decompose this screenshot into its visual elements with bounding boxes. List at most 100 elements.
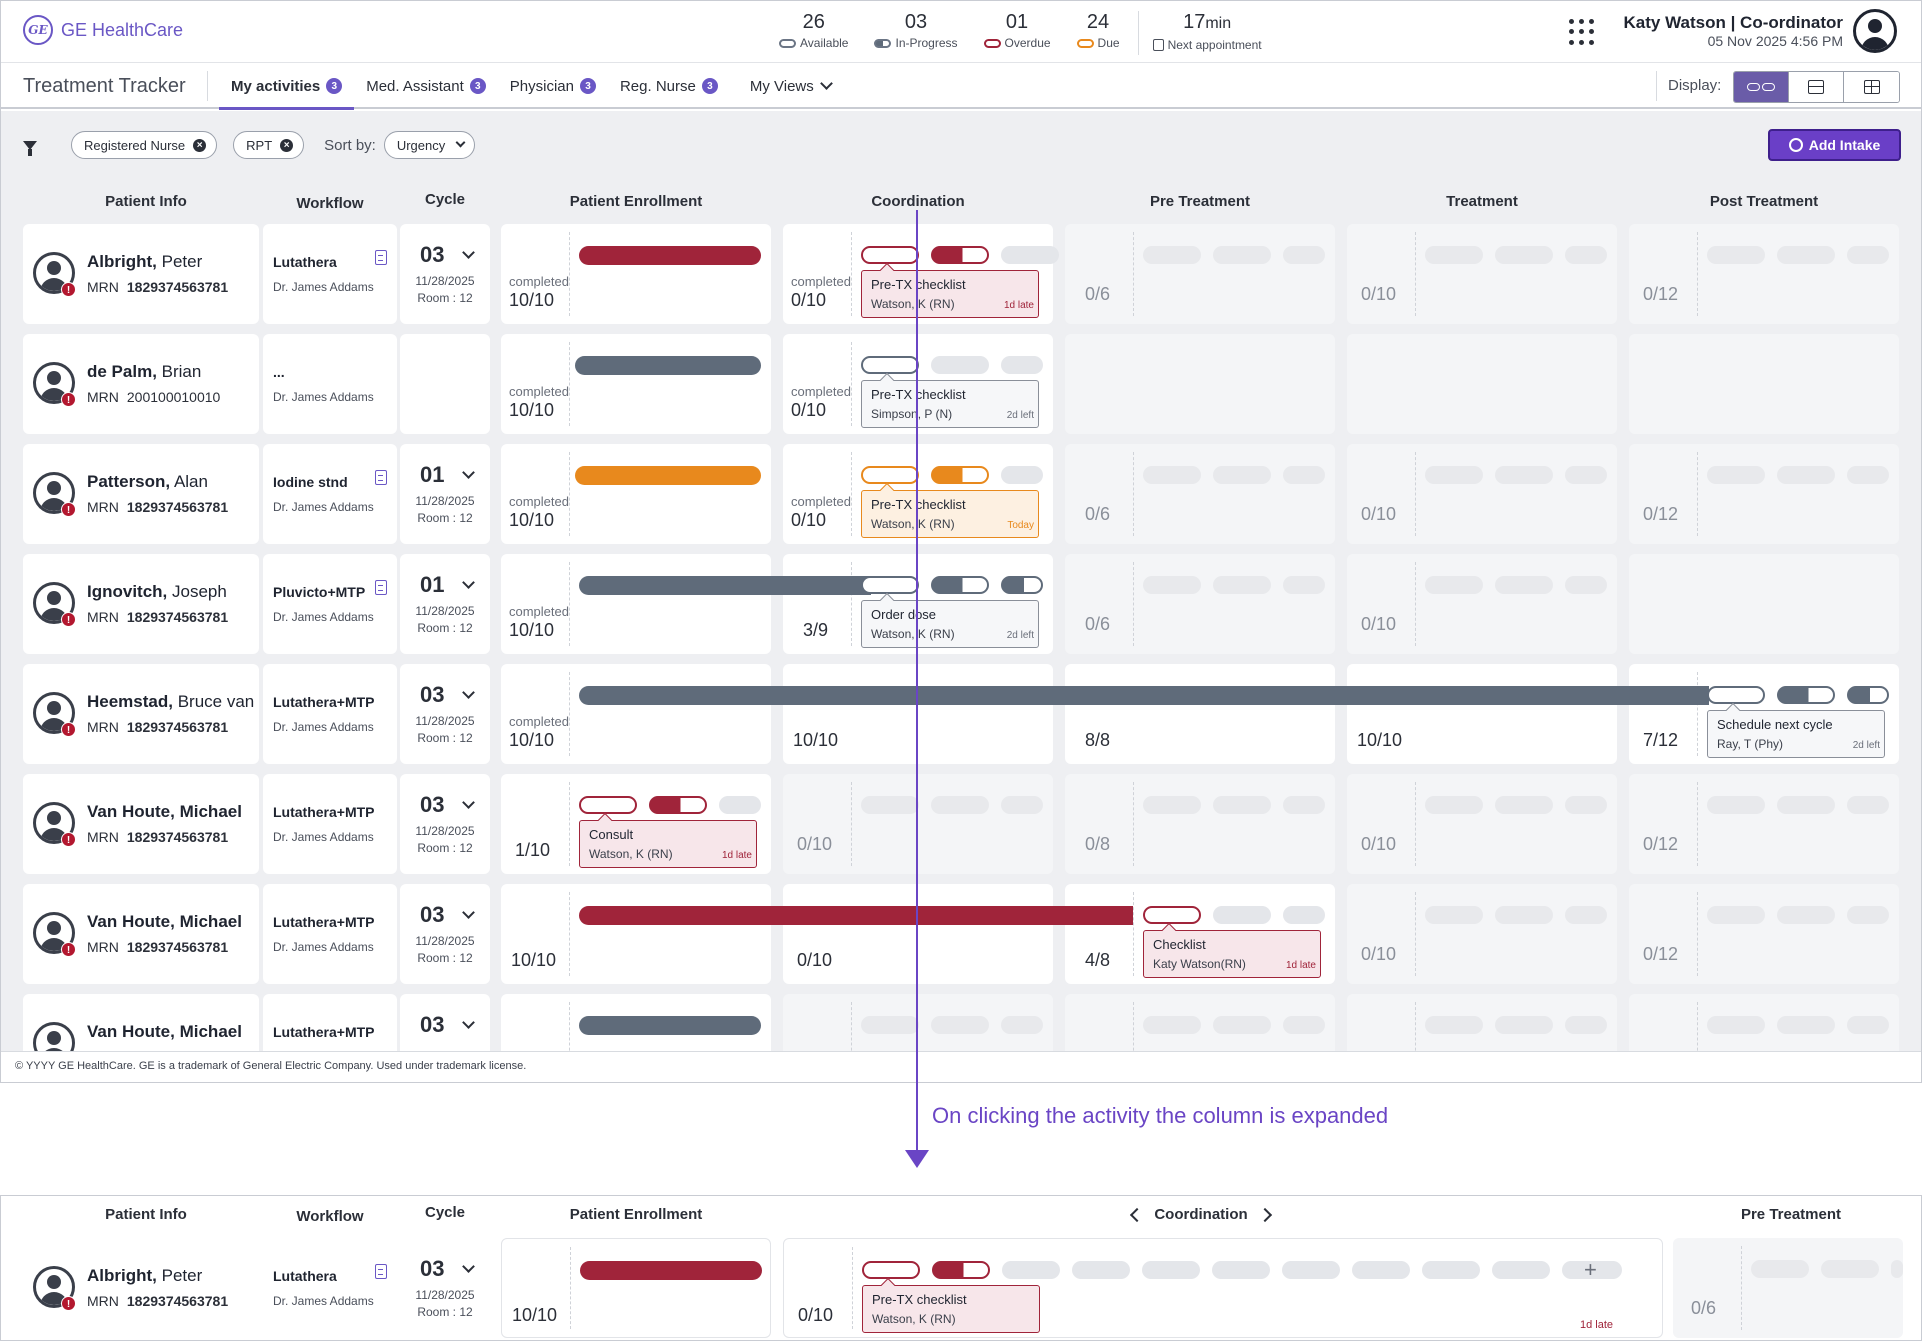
notes-icon[interactable] <box>375 250 387 265</box>
tab-physician[interactable]: Physician 3 <box>498 63 608 109</box>
workflow-card[interactable]: Lutathera+MTP Dr. James Addams <box>263 664 397 764</box>
add-activity-button[interactable] <box>1562 1261 1622 1279</box>
activity-pill-overdue[interactable] <box>862 1261 920 1279</box>
phase-cell-enrollment[interactable]: completed 10/10 <box>501 444 771 544</box>
chevron-down-icon[interactable] <box>462 906 475 919</box>
plus-icon[interactable]: + <box>1584 1257 1597 1282</box>
sort-select[interactable]: Urgency <box>383 131 476 159</box>
phase-cell-pre-treatment[interactable]: 0/6 <box>1065 444 1335 544</box>
activity-tooltip[interactable]: Pre-TX checklist Simpson, P (N) 2d left <box>861 380 1039 428</box>
tab-my-activities[interactable]: My activities 3 <box>219 63 355 110</box>
phase-cell-pre-treatment[interactable]: Checklist Katy Watson(RN) 1d late 4/8 <box>1065 884 1335 984</box>
table-row[interactable]: ! Van Houte, Michael MRN 1829374563781 Lu… <box>23 774 1903 874</box>
phase-cell-coordination[interactable]: 0/10 <box>783 774 1053 874</box>
activity-pill-available[interactable] <box>861 576 919 594</box>
cycle-card[interactable]: 01 11/28/2025 Room : 12 <box>400 554 490 654</box>
activity-pill-in-progress[interactable] <box>932 1261 990 1279</box>
stat-overdue[interactable]: 01 Overdue <box>983 11 1051 50</box>
progress-bar-complete[interactable] <box>579 1016 761 1035</box>
workflow-card[interactable]: ... Dr. James Addams <box>263 334 397 434</box>
activity-pill-in-progress[interactable] <box>1001 576 1043 594</box>
notes-icon[interactable] <box>375 580 387 595</box>
activity-pill-overdue[interactable] <box>579 796 637 814</box>
stat-in-progress[interactable]: 03 In-Progress <box>874 11 958 50</box>
cycle-card[interactable]: 03 11/28/2025 Room : 12 <box>400 664 490 764</box>
phase-cell-coordination[interactable]: Pre-TX checklist Simpson, P (N) 2d left … <box>783 334 1053 434</box>
phase-cell-treatment[interactable]: 10/10 <box>1347 664 1617 764</box>
activity-tooltip[interactable]: Checklist Katy Watson(RN) 1d late <box>1143 930 1321 978</box>
workflow-card[interactable]: Lutathera+MTP Dr. James Addams <box>263 774 397 874</box>
remove-chip-icon[interactable]: × <box>280 138 294 152</box>
activity-pill-due[interactable] <box>861 466 919 484</box>
phase-cell-enrollment[interactable]: completed 10/10 <box>501 554 871 654</box>
phase-cell-pre-treatment[interactable]: 0/6 <box>1673 1238 1903 1338</box>
phase-cell-post-treatment[interactable]: 0/12 <box>1629 444 1899 544</box>
activity-tooltip[interactable]: Pre-TX checklist Watson, K (RN) <box>862 1285 1040 1333</box>
activity-pill-in-progress[interactable] <box>1777 686 1835 704</box>
phase-cell-enrollment[interactable] <box>501 994 771 1051</box>
activity-pill-available[interactable] <box>1707 686 1765 704</box>
filter-icon[interactable] <box>23 140 37 156</box>
phase-cell-enrollment[interactable]: Consult Watson, K (RN) 1d late 1/10 <box>501 774 771 874</box>
phase-cell-enrollment[interactable]: 10/10 <box>501 1238 771 1338</box>
patient-info-card[interactable]: ! de Palm, Brian MRN 200100010010 <box>23 334 259 434</box>
table-row[interactable]: ! Van Houte, Michael MRN 1829374563781 Lu… <box>23 884 1903 984</box>
phase-cell-enrollment[interactable]: completed 10/10 <box>501 224 771 324</box>
phase-cell-coordination[interactable]: 0/10 <box>783 884 1053 984</box>
phase-cell-enrollment[interactable]: completed 10/10 <box>501 664 1709 764</box>
chevron-down-icon[interactable] <box>462 1016 475 1029</box>
phase-cell-pre-treatment[interactable]: 8/8 <box>1065 664 1335 764</box>
display-grid-button[interactable] <box>1844 72 1899 102</box>
my-views-dropdown[interactable]: My Views <box>730 63 833 109</box>
notes-icon[interactable] <box>375 470 387 485</box>
activity-tooltip[interactable]: Pre-TX checklist Watson, K (RN) 1d late <box>861 270 1039 318</box>
filter-chip[interactable]: Registered Nurse × <box>71 131 218 159</box>
table-row[interactable]: ! Heemstad, Bruce van MRN 1829374563781 L… <box>23 664 1903 764</box>
workflow-card[interactable]: Pluvicto+MTP Dr. James Addams <box>263 554 397 654</box>
progress-bar-due[interactable] <box>575 466 761 485</box>
stat-next-appointment[interactable]: 17min Next appointment <box>1152 11 1262 52</box>
remove-chip-icon[interactable]: × <box>193 138 207 152</box>
patient-info-card[interactable]: ! Albright, Peter MRN 1829374563781 <box>23 224 259 324</box>
phase-cell-enrollment[interactable]: 10/10 <box>501 884 1133 984</box>
add-intake-button[interactable]: Add Intake <box>1768 129 1901 161</box>
table-row[interactable]: ! Patterson, Alan MRN 1829374563781 Iodin… <box>23 444 1903 544</box>
progress-bar-complete[interactable] <box>579 686 1709 705</box>
cycle-card[interactable]: 01 11/28/2025 Room : 12 <box>400 444 490 544</box>
chevron-down-icon[interactable] <box>462 1260 475 1273</box>
activity-pill-in-progress[interactable] <box>931 246 989 264</box>
phase-cell-pre-treatment[interactable]: 0/6 <box>1065 554 1335 654</box>
phase-cell-treatment[interactable]: 0/10 <box>1347 884 1617 984</box>
cycle-card[interactable]: 03 11/28/2025 Room : 12 <box>400 1238 490 1338</box>
workflow-card[interactable]: Iodine stnd Dr. James Addams <box>263 444 397 544</box>
phase-cell-coordination[interactable]: Pre-TX checklist Watson, K (RN) 1d late … <box>783 224 1059 324</box>
patient-info-card[interactable]: ! Patterson, Alan MRN 1829374563781 <box>23 444 259 544</box>
user-avatar-icon[interactable] <box>1853 9 1897 53</box>
activity-pill-overdue[interactable] <box>861 246 919 264</box>
progress-bar-overdue[interactable] <box>580 1261 762 1280</box>
activity-pill-in-progress[interactable] <box>1847 686 1889 704</box>
activity-pill-overdue[interactable] <box>1143 906 1201 924</box>
column-header-patient-enrollment[interactable]: Patient Enrollment <box>569 193 703 210</box>
column-header-treatment[interactable]: Treatment <box>1446 193 1518 210</box>
patient-info-card[interactable]: Van Houte, Michael <box>23 994 259 1051</box>
chevron-down-icon[interactable] <box>462 246 475 259</box>
progress-bar-complete[interactable] <box>579 576 871 595</box>
cycle-card[interactable]: 03 11/28/2025 Room : 12 <box>400 884 490 984</box>
activity-tooltip[interactable]: Consult Watson, K (RN) 1d late <box>579 820 757 868</box>
workflow-card[interactable]: Lutathera+MTP Dr. James Addams <box>263 884 397 984</box>
column-header-pre-treatment[interactable]: Pre Treatment <box>1740 1206 1842 1223</box>
phase-cell-post-treatment[interactable]: Schedule next cycle Ray, T (Phy) 2d left… <box>1629 664 1899 764</box>
chevron-right-icon[interactable] <box>1257 1207 1272 1222</box>
patient-info-card[interactable]: ! Van Houte, Michael MRN 1829374563781 <box>23 884 259 984</box>
phase-cell-pre-treatment[interactable]: 0/8 <box>1065 774 1335 874</box>
cycle-card[interactable]: 03 <box>400 994 490 1051</box>
phase-cell-treatment[interactable]: 0/10 <box>1347 774 1617 874</box>
workflow-card[interactable]: Lutathera Dr. James Addams <box>263 224 397 324</box>
patient-info-card[interactable]: ! Van Houte, Michael MRN 1829374563781 <box>23 774 259 874</box>
phase-cell-coordination[interactable]: 10/10 <box>783 664 1053 764</box>
tab-reg-nurse[interactable]: Reg. Nurse 3 <box>608 63 730 109</box>
patient-info-card[interactable]: ! Albright, Peter MRN 1829374563781 <box>23 1238 259 1338</box>
table-row[interactable]: ! Albright, Peter MRN 1829374563781 Lutat… <box>23 1238 1903 1338</box>
filter-chip[interactable]: RPT × <box>233 131 305 159</box>
